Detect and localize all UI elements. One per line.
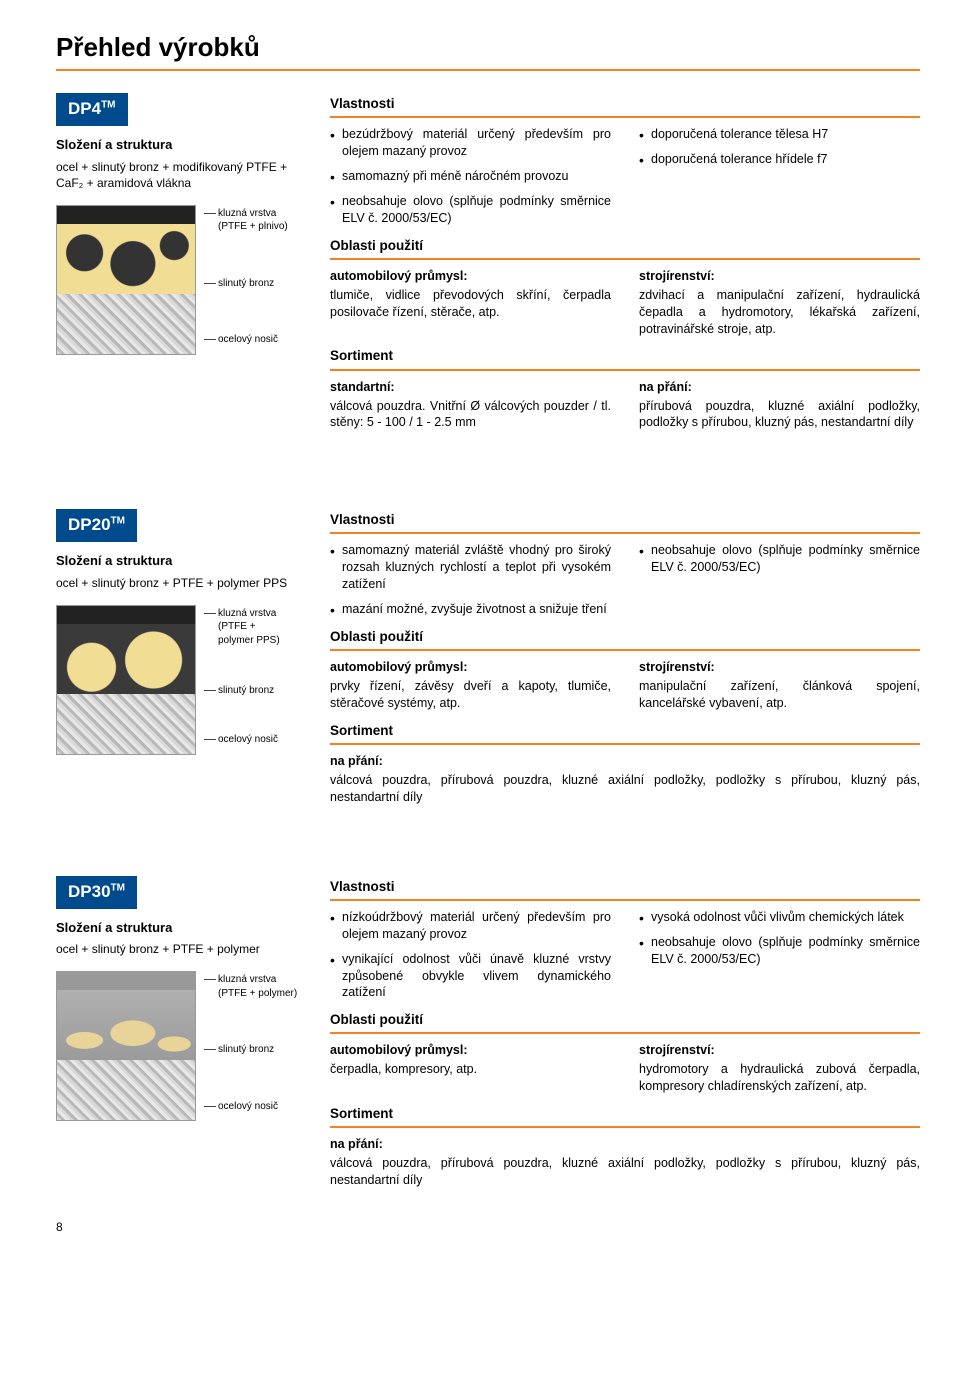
- app-right-label: strojírenství:: [639, 1042, 920, 1059]
- properties-list-left: samomazný materiál zvláště vhodný pro ši…: [330, 542, 611, 618]
- property-item: neobsahuje olovo (splňuje podmínky směrn…: [639, 542, 920, 576]
- sort-left-text: válcová pouzdra. Vnitřní Ø válcových pou…: [330, 398, 611, 432]
- properties-heading: Vlastnosti: [330, 95, 920, 118]
- property-item: neobsahuje olovo (splňuje podmínky směrn…: [330, 193, 611, 227]
- composition-text: ocel + slinutý bronz + PTFE + polymer PP…: [56, 575, 302, 591]
- applications-heading: Oblasti použití: [330, 1011, 920, 1034]
- microstructure-image: [56, 605, 196, 755]
- product-name: DP30: [68, 882, 111, 901]
- composition-heading: Složení a struktura: [56, 919, 302, 937]
- property-item: mazání možné, zvyšuje životnost a snižuj…: [330, 601, 611, 618]
- properties-list-right: doporučená tolerance tělesa H7 doporučen…: [639, 126, 920, 168]
- sort-full-text: válcová pouzdra, přírubová pouzdra, kluz…: [330, 772, 920, 806]
- microstructure-image: [56, 205, 196, 355]
- product-badge: DP20TM: [56, 509, 137, 542]
- trademark: TM: [101, 99, 115, 110]
- trademark: TM: [111, 516, 125, 527]
- layer-label: slinutý bronz: [204, 1043, 297, 1057]
- property-item: nízkoúdržbový materiál určený především …: [330, 909, 611, 943]
- page-title: Přehled výrobků: [56, 30, 920, 71]
- layer-label: slinutý bronz: [204, 277, 288, 291]
- properties-heading: Vlastnosti: [330, 878, 920, 901]
- trademark: TM: [111, 882, 125, 893]
- product-dp4: DP4TM Složení a struktura ocel + slinutý…: [56, 93, 920, 439]
- sort-full-text: válcová pouzdra, přírubová pouzdra, kluz…: [330, 1155, 920, 1189]
- property-item: doporučená tolerance hřídele f7: [639, 151, 920, 168]
- sortiment-heading: Sortiment: [330, 1105, 920, 1128]
- product-dp30: DP30TM Složení a struktura ocel + slinut…: [56, 876, 920, 1189]
- property-item: neobsahuje olovo (splňuje podmínky směrn…: [639, 934, 920, 968]
- properties-list-right: vysoká odolnost vůči vlivům chemických l…: [639, 909, 920, 968]
- properties-list-right: neobsahuje olovo (splňuje podmínky směrn…: [639, 542, 920, 576]
- app-right-text: manipulační zařízení, článková spojení, …: [639, 678, 920, 712]
- product-badge: DP30TM: [56, 876, 137, 909]
- composition-heading: Složení a struktura: [56, 552, 302, 570]
- sort-right-label: na přání:: [639, 379, 920, 396]
- app-right-text: zdvihací a manipulační zařízení, hydraul…: [639, 287, 920, 338]
- properties-list-left: bezúdržbový materiál určený především pr…: [330, 126, 611, 226]
- app-left-label: automobilový průmysl:: [330, 268, 611, 285]
- app-left-label: automobilový průmysl:: [330, 659, 611, 676]
- property-item: bezúdržbový materiál určený především pr…: [330, 126, 611, 160]
- sort-right-text: přírubová pouzdra, kluzné axiální podlož…: [639, 398, 920, 432]
- layer-label: kluzná vrstva (PTFE + polymer): [204, 973, 297, 1000]
- applications-heading: Oblasti použití: [330, 237, 920, 260]
- app-left-text: tlumiče, vidlice převodových skříní, čer…: [330, 287, 611, 321]
- app-left-label: automobilový průmysl:: [330, 1042, 611, 1059]
- applications-heading: Oblasti použití: [330, 628, 920, 651]
- sort-left-label: standartní:: [330, 379, 611, 396]
- microstructure-image: [56, 971, 196, 1121]
- layer-label: ocelový nosič: [204, 333, 288, 347]
- product-badge: DP4TM: [56, 93, 128, 126]
- properties-list-left: nízkoúdržbový materiál určený především …: [330, 909, 611, 1001]
- sortiment-heading: Sortiment: [330, 722, 920, 745]
- product-dp20: DP20TM Složení a struktura ocel + slinut…: [56, 509, 920, 805]
- product-name: DP4: [68, 99, 101, 118]
- product-name: DP20: [68, 515, 111, 534]
- page-number: 8: [56, 1219, 920, 1235]
- property-item: vynikající odolnost vůči únavě kluzné vr…: [330, 951, 611, 1002]
- app-right-label: strojírenství:: [639, 659, 920, 676]
- sort-full-label: na přání:: [330, 753, 920, 770]
- app-right-text: hydromotory a hydraulická zubová čerpadl…: [639, 1061, 920, 1095]
- layer-label: ocelový nosič: [204, 733, 280, 747]
- property-item: samomazný při méně náročném provozu: [330, 168, 611, 185]
- app-left-text: čerpadla, kompresory, atp.: [330, 1061, 611, 1078]
- app-right-label: strojírenství:: [639, 268, 920, 285]
- property-item: vysoká odolnost vůči vlivům chemických l…: [639, 909, 920, 926]
- layer-label: kluzná vrstva (PTFE + plnivo): [204, 207, 288, 234]
- property-item: doporučená tolerance tělesa H7: [639, 126, 920, 143]
- sortiment-heading: Sortiment: [330, 347, 920, 370]
- composition-text: ocel + slinutý bronz + PTFE + polymer: [56, 941, 302, 957]
- sort-full-label: na přání:: [330, 1136, 920, 1153]
- properties-heading: Vlastnosti: [330, 511, 920, 534]
- property-item: samomazný materiál zvláště vhodný pro ši…: [330, 542, 611, 593]
- layer-label: ocelový nosič: [204, 1100, 297, 1114]
- composition-heading: Složení a struktura: [56, 136, 302, 154]
- app-left-text: prvky řízení, závěsy dveří a kapoty, tlu…: [330, 678, 611, 712]
- layer-label: slinutý bronz: [204, 684, 280, 698]
- layer-label: kluzná vrstva (PTFE + polymer PPS): [204, 607, 280, 648]
- composition-text: ocel + slinutý bronz + modifikovaný PTFE…: [56, 159, 302, 191]
